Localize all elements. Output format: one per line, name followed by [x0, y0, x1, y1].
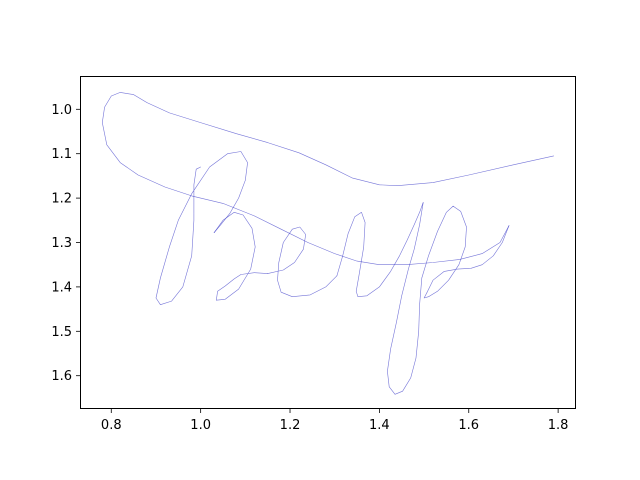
plot-frame	[80, 76, 576, 409]
x-tick-label: 1.6	[458, 418, 479, 433]
series-stroke	[267, 226, 338, 297]
x-tick-label: 0.8	[101, 418, 122, 433]
x-axis: 0.8 1.0 1.2 1.4 1.6 1.8	[101, 409, 569, 433]
y-tick-label: 1.1	[51, 147, 72, 162]
y-tick-label: 1.4	[51, 280, 72, 295]
series-stroke	[336, 202, 424, 297]
x-tick-label: 1.8	[548, 418, 569, 433]
series-stroke	[102, 92, 554, 265]
y-tick-label: 1.5	[51, 325, 72, 340]
y-tick-label: 1.3	[51, 236, 72, 251]
series-stroke	[155, 151, 248, 305]
y-tick-label: 1.2	[51, 192, 72, 207]
x-tick-label: 1.0	[190, 418, 211, 433]
y-tick-label: 1.6	[51, 369, 72, 384]
x-tick-label: 1.2	[280, 418, 301, 433]
series-stroke	[213, 212, 268, 301]
y-tick-label: 1.0	[51, 103, 72, 118]
series-stroke	[387, 202, 510, 395]
y-axis: 1.0 1.1 1.2 1.3 1.4 1.5 1.6	[51, 103, 80, 384]
x-tick-label: 1.4	[369, 418, 390, 433]
series-layer	[102, 92, 554, 395]
